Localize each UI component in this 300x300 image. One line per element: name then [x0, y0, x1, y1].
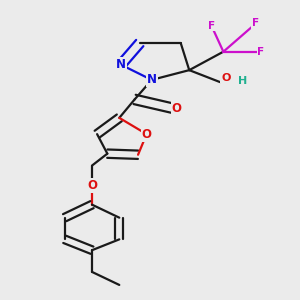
Text: O: O [142, 128, 152, 141]
Text: N: N [116, 58, 126, 71]
Text: F: F [208, 21, 215, 31]
Text: O: O [172, 102, 182, 115]
Text: F: F [252, 19, 260, 28]
Text: N: N [147, 74, 157, 86]
Text: H: H [238, 76, 247, 85]
Text: O: O [221, 73, 231, 82]
Text: F: F [257, 47, 265, 57]
Text: O: O [87, 178, 97, 192]
